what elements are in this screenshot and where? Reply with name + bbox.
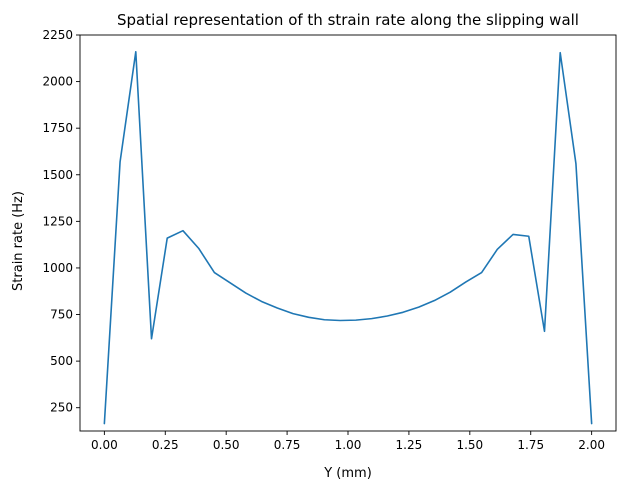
x-tick-label: 0.50 (213, 438, 240, 452)
y-tick-label: 1000 (42, 261, 73, 275)
chart-title: Spatial representation of th strain rate… (117, 11, 579, 29)
x-tick-label: 0.75 (274, 438, 301, 452)
y-tick-label: 2250 (42, 28, 73, 42)
x-tick-label: 1.75 (517, 438, 544, 452)
x-tick-label: 0.00 (91, 438, 118, 452)
x-tick-label: 1.25 (396, 438, 423, 452)
y-tick-label: 750 (50, 308, 73, 322)
y-tick-label: 1750 (42, 121, 73, 135)
y-tick-label: 250 (50, 401, 73, 415)
y-tick-label: 1250 (42, 214, 73, 228)
plot-area: 0.00 0.25 0.50 0.75 1.00 1.25 1.50 1.75 2.00 250 5… (42, 28, 617, 452)
y-tick-label: 500 (50, 354, 73, 368)
axes-frame (79, 34, 617, 432)
x-tick-label: 1.50 (456, 438, 483, 452)
x-tick-label: 1.00 (335, 438, 362, 452)
y-tick-label: 1500 (42, 168, 73, 182)
y-tick-label: 2000 (42, 75, 73, 89)
x-tick-label: 2.00 (578, 438, 605, 452)
x-tick-label: 0.25 (152, 438, 179, 452)
series-line-0 (103, 50, 593, 425)
x-axis-label: Y (mm) (323, 466, 372, 481)
y-axis-label: Strain rate (Hz) (11, 191, 26, 291)
